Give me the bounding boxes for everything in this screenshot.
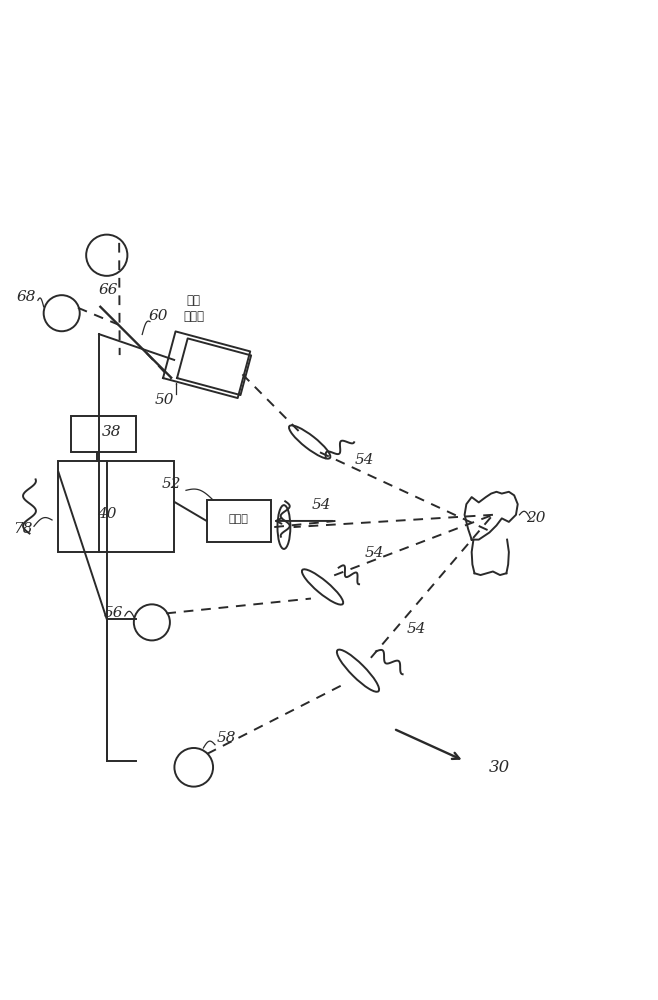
Text: 54: 54	[355, 453, 374, 467]
Text: 78: 78	[13, 522, 33, 536]
Text: 40: 40	[97, 507, 117, 521]
Text: 检测器: 检测器	[229, 514, 249, 524]
Text: 54: 54	[365, 546, 384, 560]
Bar	[59, 461, 174, 552]
Text: 20: 20	[526, 511, 545, 525]
Text: 66: 66	[99, 283, 118, 297]
Text: 60: 60	[149, 309, 168, 323]
Text: 条纹
生成器: 条纹 生成器	[183, 294, 204, 323]
Bar	[71, 416, 136, 452]
Text: 68: 68	[16, 290, 36, 304]
Text: 30: 30	[489, 759, 511, 776]
Text: 38: 38	[101, 425, 121, 439]
Text: 54: 54	[406, 622, 426, 636]
Text: 52: 52	[161, 477, 181, 491]
Text: 58: 58	[216, 731, 236, 745]
Text: 54: 54	[311, 498, 331, 512]
Bar	[207, 500, 271, 542]
Text: 50: 50	[155, 393, 174, 407]
Text: 56: 56	[103, 606, 123, 620]
